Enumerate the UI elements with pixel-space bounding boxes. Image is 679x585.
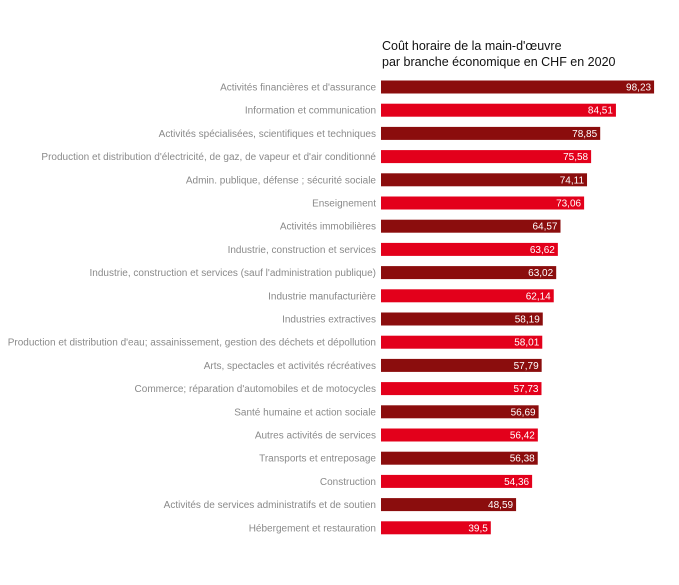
bar xyxy=(381,289,554,303)
chart-title-line-2: par branche économique en CHF en 2020 xyxy=(382,55,616,69)
bar xyxy=(381,498,517,512)
bar xyxy=(381,150,592,164)
category-label: Enseignement xyxy=(312,199,376,210)
category-label: Construction xyxy=(320,477,376,488)
bar-row: Arts, spectacles et activités récréative… xyxy=(204,358,542,372)
category-label: Industrie, construction et services (sau… xyxy=(90,268,377,279)
bar-row: Commerce; réparation d'automobiles et de… xyxy=(135,382,542,396)
value-label: 58,01 xyxy=(514,338,539,349)
value-label: 98,23 xyxy=(626,83,651,94)
bar xyxy=(381,382,542,396)
chart-title: Coût horaire de la main-d'œuvre par bran… xyxy=(382,38,615,70)
bar-row: Activités financières et d'assurance 98,2… xyxy=(220,80,655,94)
value-label: 39,5 xyxy=(468,523,488,534)
bar-row: Activités de services administratifs et … xyxy=(164,498,517,512)
category-label: Autres activités de services xyxy=(255,431,376,442)
bar xyxy=(381,196,585,210)
bar xyxy=(381,242,558,256)
value-label: 63,62 xyxy=(530,245,555,256)
category-label: Production et distribution d'eau; assain… xyxy=(8,338,376,349)
value-label: 58,19 xyxy=(515,315,540,326)
category-label: Arts, spectacles et activités récréative… xyxy=(204,361,376,372)
bar-row: Industrie, construction et services (sau… xyxy=(90,266,557,280)
value-label: 84,51 xyxy=(588,106,613,117)
bar-row: Santé humaine et action sociale 56,69 xyxy=(234,405,539,419)
category-label: Hébergement et restauration xyxy=(249,523,376,534)
category-label: Information et communication xyxy=(245,106,376,117)
bar xyxy=(381,451,538,465)
value-label: 75,58 xyxy=(563,152,588,163)
bar xyxy=(381,80,655,94)
bar-row: Hébergement et restauration 39,5 xyxy=(249,521,491,535)
category-label: Activités immobilières xyxy=(280,222,376,233)
bar-row: Industrie, construction et services 63,62 xyxy=(228,242,558,256)
bar xyxy=(381,312,543,326)
bar xyxy=(381,335,543,349)
category-label: Transports et entreposage xyxy=(259,454,376,465)
category-label: Industries extractives xyxy=(282,315,376,326)
category-label: Santé humaine et action sociale xyxy=(234,407,376,418)
value-label: 56,38 xyxy=(510,454,535,465)
category-label: Industrie, construction et services xyxy=(228,245,376,256)
value-label: 64,57 xyxy=(532,222,557,233)
bar xyxy=(381,266,557,280)
bar-row: Activités spécialisées, scientifiques et… xyxy=(159,126,601,140)
value-label: 57,79 xyxy=(514,361,539,372)
category-label: Activités de services administratifs et … xyxy=(164,500,376,511)
bar-row: Admin. publique, défense ; sécurité soci… xyxy=(186,173,588,187)
bar xyxy=(381,173,588,187)
value-label: 62,14 xyxy=(526,291,551,302)
bar xyxy=(381,521,491,535)
value-label: 63,02 xyxy=(528,268,553,279)
bar xyxy=(381,126,601,140)
category-label: Activités financières et d'assurance xyxy=(220,83,376,94)
bar-row: Industrie manufacturière 62,14 xyxy=(268,289,554,303)
bar xyxy=(381,405,539,419)
bar xyxy=(381,219,561,233)
bar-row: Autres activités de services 56,42 xyxy=(255,428,538,442)
value-label: 54,36 xyxy=(504,477,529,488)
category-label: Admin. publique, défense ; sécurité soci… xyxy=(186,175,377,186)
bar-row: Enseignement 73,06 xyxy=(312,196,585,210)
bar xyxy=(381,474,533,488)
bar-row: Activités immobilières 64,57 xyxy=(280,219,561,233)
category-label: Activités spécialisées, scientifiques et… xyxy=(159,129,376,140)
category-label: Industrie manufacturière xyxy=(268,291,376,302)
bar-row: Construction 54,36 xyxy=(320,474,533,488)
value-label: 56,42 xyxy=(510,431,535,442)
bar xyxy=(381,428,538,442)
category-label: Production et distribution d'électricité… xyxy=(41,152,376,163)
bar-row: Transports et entreposage 56,38 xyxy=(259,451,538,465)
value-label: 48,59 xyxy=(488,500,513,511)
chart-title-line-1: Coût horaire de la main-d'œuvre xyxy=(382,39,562,53)
value-label: 74,11 xyxy=(560,175,585,186)
bar-row: Industries extractives 58,19 xyxy=(282,312,543,326)
bar xyxy=(381,103,616,117)
value-label: 56,69 xyxy=(511,407,536,418)
category-label: Commerce; réparation d'automobiles et de… xyxy=(135,384,376,395)
bar-row: Production et distribution d'eau; assain… xyxy=(8,335,543,349)
bar-row: Information et communication 84,51 xyxy=(245,103,616,117)
bar-row: Production et distribution d'électricité… xyxy=(41,150,592,164)
value-label: 57,73 xyxy=(513,384,538,395)
value-label: 73,06 xyxy=(556,199,581,210)
bar xyxy=(381,358,542,372)
value-label: 78,85 xyxy=(572,129,597,140)
